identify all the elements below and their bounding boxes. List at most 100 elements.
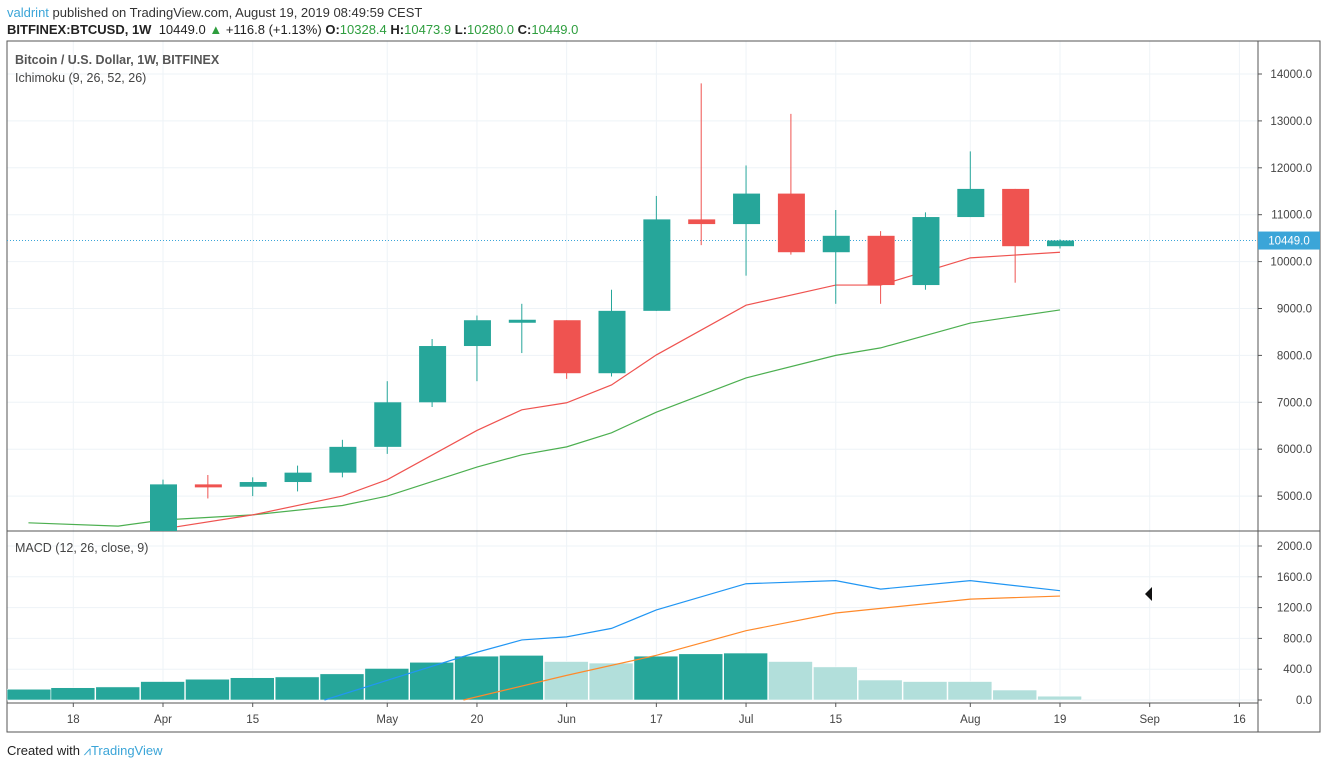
tradingview-logo-icon: ⩘: [83, 743, 91, 758]
created-with: Created with: [7, 743, 80, 758]
last-price-tag: [1258, 231, 1320, 250]
candle-body: [508, 319, 536, 323]
candle-body: [777, 193, 805, 253]
l-label: L:: [454, 22, 468, 37]
macd-histogram-bar: [813, 666, 858, 701]
macd-histogram-bar: [543, 661, 589, 701]
chart-title: Bitcoin / U.S. Dollar, 1W, BITFINEX: [15, 53, 220, 67]
macd-histogram-bar: [499, 655, 544, 701]
candle-body: [150, 484, 177, 531]
candle-body: [1002, 188, 1030, 247]
open-value: 10328.4: [339, 22, 387, 37]
publish-info: valdrint published on TradingView.com, A…: [7, 5, 422, 20]
macd-histogram-bar: [723, 652, 768, 701]
price-tick-label: 5000.0: [1277, 491, 1312, 503]
low-value: 10280.0: [467, 22, 515, 37]
time-tick-label: 17: [650, 714, 663, 726]
candle-body: [553, 320, 581, 374]
macd-histogram-bar: [454, 655, 499, 701]
time-tick-label: May: [376, 714, 398, 726]
candle-body: [329, 446, 357, 473]
macd-tick-label: 1600.0: [1277, 572, 1312, 584]
candle-body: [598, 310, 626, 374]
macd-histogram-bar: [364, 668, 410, 701]
time-tick-label: 20: [471, 714, 484, 726]
time-tick-label: 18: [67, 714, 80, 726]
footer: Created with ⩘TradingView: [7, 743, 163, 759]
candle-body: [867, 235, 895, 286]
price-tick-label: 6000.0: [1277, 444, 1312, 456]
up-arrow-icon: ▲: [209, 22, 223, 37]
time-tick-label: Aug: [960, 714, 980, 726]
high-value: 10473.9: [404, 22, 452, 37]
price-tick-label: 14000.0: [1270, 69, 1312, 81]
macd-histogram-bar: [678, 653, 724, 701]
macd-tick-label: 1200.0: [1277, 603, 1312, 615]
macd-histogram-bar: [947, 681, 993, 701]
candle-body: [463, 320, 491, 347]
macd-histogram-bar: [902, 681, 948, 701]
time-tick-label: Jul: [739, 714, 754, 726]
time-tick-label: 19: [1054, 714, 1067, 726]
time-tick-label: Jun: [557, 714, 576, 726]
macd-histogram-bar: [185, 678, 230, 701]
candle-body: [733, 193, 761, 225]
candle-body: [194, 484, 222, 488]
candle-body: [688, 219, 716, 225]
macd-histogram-bar: [50, 687, 96, 701]
ichimoku-base-line: [28, 309, 1061, 527]
price-tick-label: 11000.0: [1271, 210, 1312, 222]
macd-histogram-bar: [1037, 695, 1082, 701]
candle-body: [1047, 240, 1074, 247]
macd-histogram-bar: [768, 661, 813, 701]
last-price-label: 10449.0: [1268, 236, 1310, 248]
candle-body: [822, 235, 850, 253]
price-tick-label: 10000.0: [1270, 257, 1312, 269]
macd-histogram-bar: [319, 673, 365, 701]
symbol: BITFINEX:BTCUSD, 1W: [7, 22, 152, 37]
o-label: O:: [325, 22, 340, 37]
macd-tick-label: 2000.0: [1277, 541, 1312, 553]
ichimoku-legend[interactable]: Ichimoku (9, 26, 52, 26): [15, 71, 147, 85]
macd-histogram-bar: [633, 655, 679, 701]
price-tick-label: 13000.0: [1270, 116, 1312, 128]
candle-body: [643, 219, 671, 311]
macd-histogram-bar: [992, 689, 1038, 701]
macd-histogram-bar: [95, 686, 141, 701]
price-tick-label: 12000.0: [1270, 163, 1312, 175]
macd-tick-label: 800.0: [1283, 633, 1312, 645]
macd-histogram-bar: [140, 681, 185, 701]
time-tick-label: 15: [246, 714, 259, 726]
tradingview-link[interactable]: TradingView: [90, 743, 163, 758]
time-tick-label: 15: [829, 714, 842, 726]
macd-tick-label: 400.0: [1283, 664, 1312, 676]
macd-legend[interactable]: MACD (12, 26, close, 9): [15, 541, 149, 555]
macd-histogram-bar: [409, 661, 455, 701]
candle-body: [239, 482, 267, 487]
candle-body: [419, 346, 447, 403]
time-tick-label: Apr: [154, 714, 172, 726]
author-link[interactable]: valdrint: [7, 5, 49, 20]
macd-line: [324, 580, 1061, 701]
macd-histogram-bar: [7, 688, 52, 701]
close-value: 10449.0: [531, 22, 579, 37]
chart-frame: [6, 40, 1321, 733]
price-tick-label: 8000.0: [1277, 350, 1312, 362]
macd-signal-line: [463, 595, 1061, 701]
c-label: C:: [517, 22, 532, 37]
candle-body: [912, 217, 940, 286]
last-price: 10449.0: [158, 22, 206, 37]
time-tick-label: 16: [1233, 714, 1246, 726]
macd-histogram-bar: [857, 679, 903, 701]
symbol-info: BITFINEX:BTCUSD, 1W 10449.0 ▲ +116.8 (+1…: [7, 22, 578, 37]
macd-histogram-bar: [230, 677, 275, 701]
h-label: H:: [390, 22, 405, 37]
time-tick-label: Sep: [1139, 714, 1159, 726]
candle-body: [374, 402, 402, 447]
price-tick-label: 7000.0: [1277, 397, 1312, 409]
change: +116.8 (+1.13%): [225, 22, 322, 37]
macd-tick-label: 0.0: [1296, 695, 1312, 707]
candles: [150, 83, 1074, 531]
cursor-arrow-icon: [1145, 587, 1152, 601]
